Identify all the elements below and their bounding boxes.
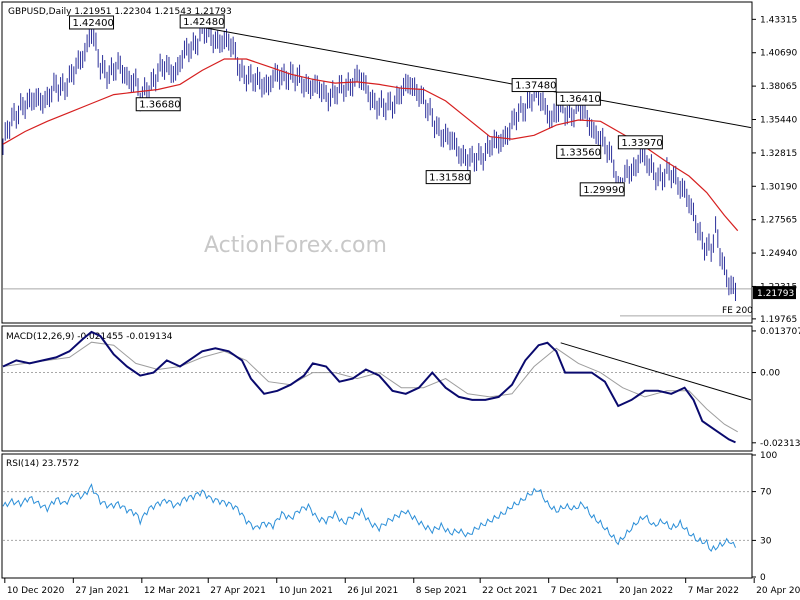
x-tick-label: 20 Apr 2022: [756, 586, 800, 596]
rsi-y-tick-label: 0: [760, 573, 766, 583]
last-price-box: [753, 286, 796, 300]
annotation-label: 1.42400: [73, 18, 114, 29]
annotation-label: 1.33560: [560, 147, 601, 158]
macd-signal-line: [2, 341, 738, 433]
annotation-label: 1.37480: [515, 81, 556, 92]
x-tick-label: 22 Oct 2021: [482, 586, 538, 596]
price-y-tick-label: 1.30190: [760, 182, 797, 192]
annotation-box: [555, 91, 601, 106]
rsi-panel-frame: [1, 453, 753, 579]
annotation-label: 1.31580: [429, 173, 470, 184]
price-y-tick-label: 1.27565: [760, 216, 797, 226]
price-panel: GBPUSD,Daily 1.21951 1.22304 1.21543 1.2…: [1, 1, 797, 325]
annotation-label: 1.36680: [139, 100, 180, 111]
price-title: GBPUSD,Daily 1.21951 1.22304 1.21543 1.2…: [8, 7, 232, 17]
price-y-tick-label: 1.38065: [760, 82, 797, 92]
price-y-tick-label: 1.40690: [760, 49, 797, 59]
macd-y-tick-label: 0.013707: [760, 327, 800, 337]
x-tick-label: 10 Dec 2020: [7, 586, 65, 596]
x-tick-label: 20 Jan 2022: [619, 586, 673, 596]
watermark: ActionForex.com: [204, 233, 387, 258]
price-series-group: [2, 15, 752, 302]
macd-y-tick-label: 0.00: [760, 369, 780, 379]
annotation-label: 1.29990: [583, 185, 624, 196]
macd-panel-frame: [1, 325, 753, 452]
annotation-box: [179, 14, 225, 29]
last-price-marker: 1.21793: [753, 286, 796, 300]
price-y-tick-label: 1.32815: [760, 149, 797, 159]
macd-series-group: [2, 330, 752, 444]
annotation-box: [425, 170, 471, 185]
annotation-box: [69, 15, 115, 30]
x-tick-label: 8 Sep 2021: [416, 586, 467, 596]
annotation-box: [511, 78, 557, 93]
annotation-box: [617, 135, 663, 150]
x-axis: 10 Dec 2020 27 Jan 2021 12 Mar 2021 27 Apr …: [4, 578, 800, 596]
macd-y-axis: 0.013707 0.00 -0.02313: [3, 327, 800, 449]
x-tick-label: 27 Jan 2021: [75, 586, 129, 596]
rsi-y-tick-label: 100: [760, 451, 777, 461]
price-panel-frame: [1, 1, 753, 324]
macd-trendline: [560, 342, 752, 401]
annotation-box: [135, 97, 181, 112]
price-y-tick-label: 1.35440: [760, 116, 797, 126]
x-tick-label: 12 Mar 2021: [144, 586, 201, 596]
annotation-box: [579, 182, 625, 197]
annotation-label: 1.42480: [183, 17, 224, 28]
x-tick-label: 27 Apr 2021: [210, 586, 266, 596]
price-trendline: [197, 26, 752, 129]
x-tick-label: 10 Jun 2021: [279, 586, 333, 596]
rsi-title: RSI(14) 23.7572: [6, 459, 79, 469]
rsi-line: [2, 483, 736, 553]
price-y-tick-label: 1.19765: [760, 315, 797, 325]
rsi-y-axis: 100 70 30 0: [3, 451, 777, 583]
rsi-series-group: [2, 483, 736, 553]
annotation-label: 1.36410: [559, 94, 600, 105]
macd-title: MACD(12,26,9) -0.021455 -0.019134: [6, 332, 173, 342]
annotation-label: 1.33970: [621, 138, 662, 149]
x-tick-label: 7 Dec 2021: [551, 586, 603, 596]
last-price-label: 1.21793: [757, 289, 794, 299]
annotation-box: [556, 144, 602, 159]
fe-level-marker: FE 200: [3, 288, 753, 317]
x-tick-label: 7 Mar 2022: [688, 586, 739, 596]
price-y-tick-label: 1.43315: [760, 15, 797, 25]
macd-line: [2, 330, 736, 444]
price-y-tick-label: 1.24940: [760, 249, 797, 259]
fe-label: FE 200: [722, 306, 753, 316]
rsi-y-tick-label: 70: [760, 488, 772, 498]
price-y-axis: 1.43315 1.40690 1.38065 1.35440 1.32815 1.301…: [752, 15, 797, 325]
macd-y-tick-label: -0.02313: [760, 439, 800, 449]
macd-panel: MACD(12,26,9) -0.021455 -0.019134 0.0137…: [1, 325, 800, 452]
rsi-y-tick-label: 30: [760, 536, 772, 546]
x-tick-label: 26 Jul 2021: [347, 586, 398, 596]
rsi-panel: RSI(14) 23.7572 100 70 30 0: [1, 451, 777, 583]
